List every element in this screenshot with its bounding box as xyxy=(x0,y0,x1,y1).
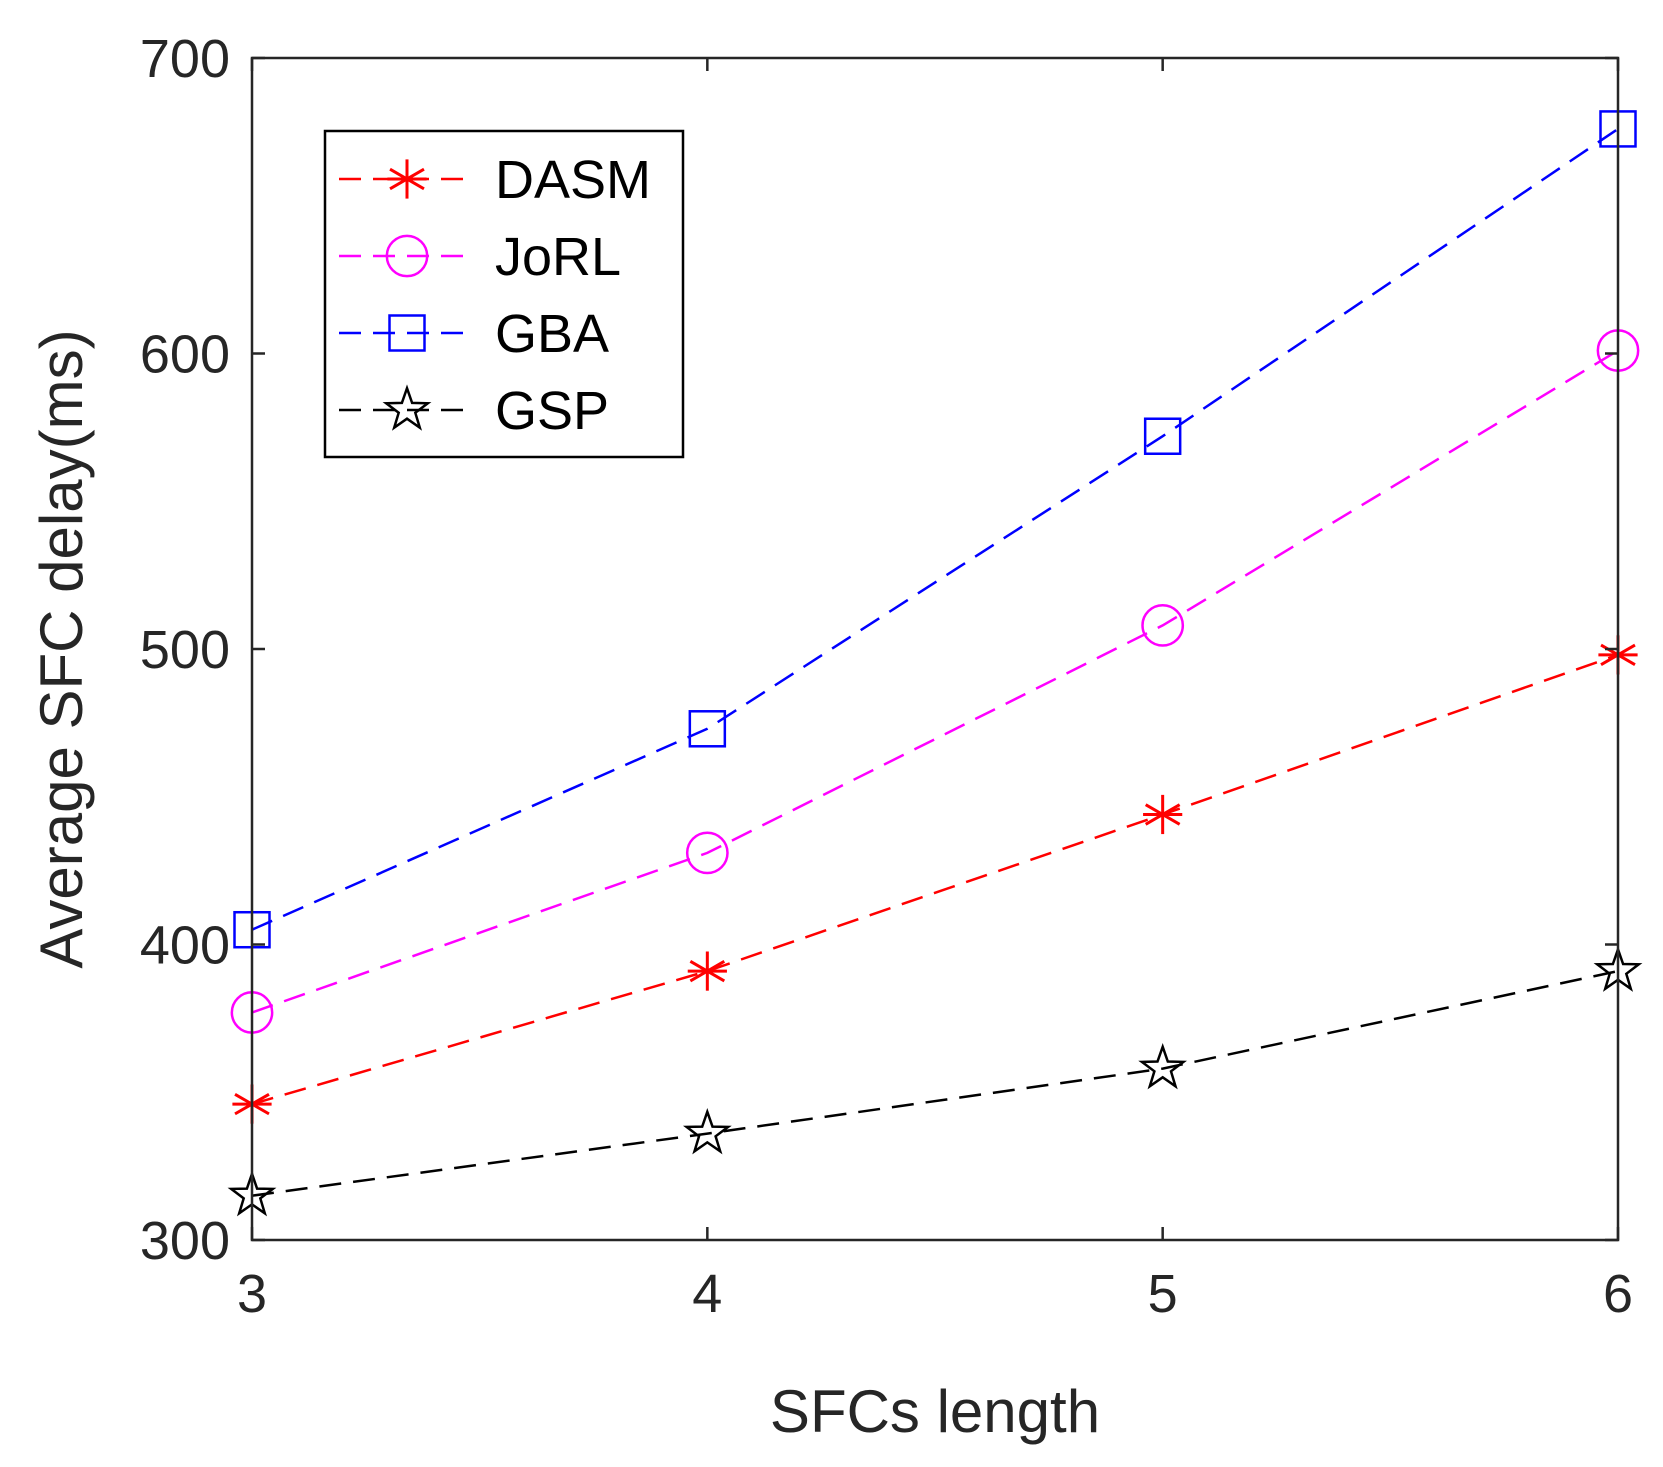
marker-shape xyxy=(682,1107,732,1155)
legend-label-gsp: GSP xyxy=(495,381,609,441)
data-point-gba xyxy=(1143,417,1182,455)
legend: DASM JoRL GBA GSP xyxy=(323,129,685,459)
legend-marker-gsp xyxy=(382,384,432,431)
y-tick-label: 400 xyxy=(140,916,230,976)
marker-shape xyxy=(385,234,429,278)
marker-shape xyxy=(388,314,426,352)
marker-shape xyxy=(685,831,729,875)
marker-shape xyxy=(688,710,727,748)
data-point-gba xyxy=(688,710,727,748)
series-line-dasm xyxy=(251,653,1619,1106)
ticks-layer: 3 4 5 6 300 400 500 600 700 xyxy=(140,29,1633,1324)
legend-entry-gba: GBA xyxy=(339,304,609,364)
data-point-dasm xyxy=(1143,794,1183,835)
marker-shape xyxy=(382,384,432,431)
x-tick-label: 6 xyxy=(1603,1264,1633,1324)
legend-marker-dasm xyxy=(387,159,427,199)
legend-label-dasm: DASM xyxy=(495,150,651,210)
legend-marker-gba xyxy=(388,314,426,352)
legend-box xyxy=(323,129,685,459)
y-tick-label: 600 xyxy=(140,325,230,385)
series-line-gba xyxy=(251,127,1619,931)
x-axis-title: SFCs length xyxy=(770,1378,1100,1445)
x-tick-label: 5 xyxy=(1148,1264,1178,1324)
legend-entry-jorl: JoRL xyxy=(339,227,621,287)
series-line-gsp xyxy=(251,969,1619,1197)
y-tick-label: 700 xyxy=(140,29,230,89)
legend-label-gba: GBA xyxy=(495,304,609,364)
series-line-jorl xyxy=(251,349,1619,1014)
legend-entry-gsp: GSP xyxy=(339,381,609,441)
y-axis-title: Average SFC delay(ms) xyxy=(28,329,95,968)
data-point-jorl xyxy=(685,831,729,875)
marker-shape xyxy=(1138,1043,1187,1090)
legend-marker-jorl xyxy=(385,234,429,278)
data-point-jorl xyxy=(1141,603,1185,647)
data-point-gsp xyxy=(682,1107,732,1155)
legend-entry-dasm: DASM xyxy=(339,150,651,210)
legend-label-jorl: JoRL xyxy=(495,227,621,287)
x-tick-label: 4 xyxy=(692,1264,722,1324)
y-tick-label: 500 xyxy=(140,620,230,680)
data-point-gsp xyxy=(1138,1043,1187,1090)
x-tick-label: 3 xyxy=(237,1264,267,1324)
data-point-dasm xyxy=(687,951,727,991)
marker-shape xyxy=(1143,417,1182,455)
y-tick-label: 300 xyxy=(140,1211,230,1271)
marker-shape xyxy=(1141,603,1185,647)
